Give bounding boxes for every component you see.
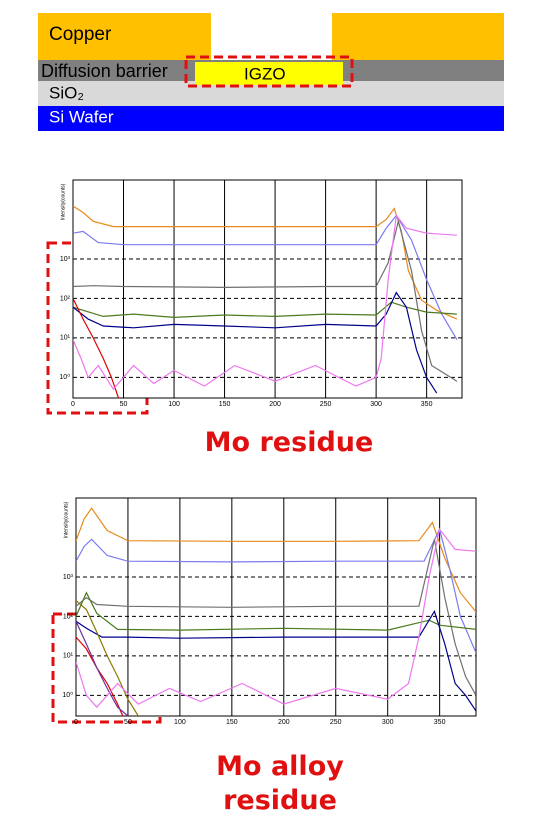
x-tick-label: 300: [382, 719, 394, 726]
y-tick-label: 10³: [63, 574, 74, 581]
series-line: [76, 591, 476, 631]
copper-right: [332, 13, 504, 60]
y-tick-label: 10¹: [60, 335, 71, 342]
y-tick-label: 10⁰: [59, 373, 70, 381]
series-line: [73, 221, 458, 382]
x-tick-label: 50: [124, 719, 132, 726]
sio2-layer: [38, 81, 504, 106]
series-line: [76, 600, 139, 716]
x-tick-label: 100: [168, 401, 180, 408]
layer-label: Copper: [49, 24, 112, 45]
si-wafer: [38, 106, 504, 131]
x-tick-label: 350: [434, 719, 446, 726]
series-line: [76, 507, 476, 613]
y-axis-label: Intensity(counts): [63, 501, 69, 538]
series-line: [76, 621, 129, 716]
series-line: [76, 539, 476, 696]
x-tick-label: 50: [120, 401, 128, 408]
y-tick-label: 10²: [60, 295, 71, 302]
layer-label: IGZO: [244, 64, 286, 83]
x-tick-label: 300: [370, 401, 382, 408]
igzo-layer: [195, 62, 343, 85]
y-tick-label: 10³: [60, 256, 71, 263]
plot-area: [72, 179, 463, 399]
y-tick-label: 10²: [63, 613, 74, 620]
x-tick-label: 100: [174, 719, 186, 726]
x-tick-label: 150: [226, 719, 238, 726]
layer-label: Si Wafer: [49, 107, 114, 126]
caption: Mo alloy residue: [216, 751, 344, 816]
x-tick-label: 250: [330, 719, 342, 726]
series-line: [73, 291, 438, 394]
x-tick-label: 350: [421, 401, 433, 408]
x-tick-label: 0: [74, 719, 78, 726]
series-line: [76, 528, 476, 709]
series-line: [76, 636, 124, 716]
copper-left: [38, 13, 211, 60]
x-tick-label: 150: [219, 401, 231, 408]
layer-label: SiO₂: [49, 83, 84, 102]
x-tick-label: 200: [278, 719, 290, 726]
series-line: [73, 214, 457, 391]
x-tick-label: 250: [320, 401, 332, 408]
series-line: [73, 298, 120, 398]
caption: Mo residue: [204, 427, 374, 458]
y-tick-label: 10⁰: [62, 691, 73, 699]
series-line: [73, 205, 458, 320]
y-tick-label: 10¹: [63, 653, 74, 660]
series-line: [73, 214, 458, 341]
series-line: [73, 301, 457, 319]
layer-label: Diffusion barrier: [41, 61, 168, 81]
series-line: [76, 609, 476, 712]
x-tick-label: 200: [269, 401, 281, 408]
x-tick-label: 0: [71, 401, 75, 408]
series-line: [76, 527, 476, 654]
y-axis-label: Intensity(counts): [60, 183, 66, 220]
